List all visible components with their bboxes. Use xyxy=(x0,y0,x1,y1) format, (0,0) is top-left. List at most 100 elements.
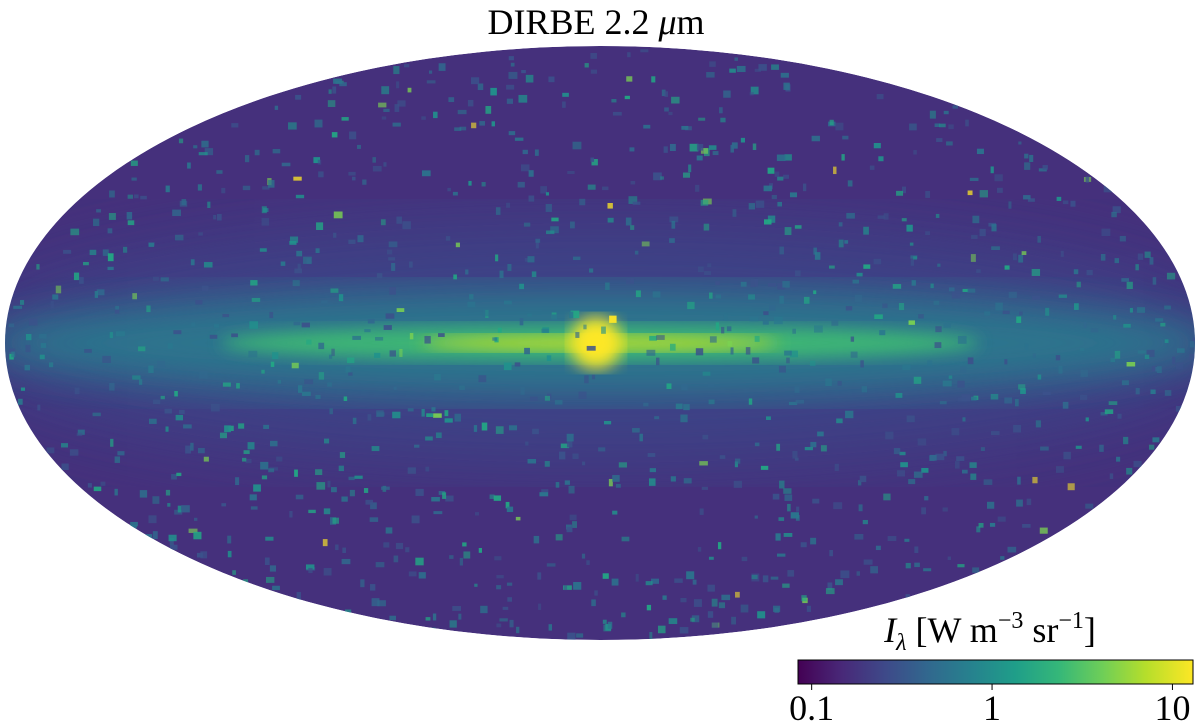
point-source xyxy=(478,375,487,383)
point-source xyxy=(499,618,508,622)
point-source xyxy=(796,506,800,512)
point-source xyxy=(1189,354,1195,360)
point-source xyxy=(901,186,907,194)
point-source xyxy=(654,416,660,420)
point-source xyxy=(193,145,198,149)
point-source xyxy=(579,198,586,206)
point-source xyxy=(266,576,275,583)
point-source xyxy=(244,155,250,163)
point-source xyxy=(634,250,639,255)
point-source xyxy=(969,177,979,181)
point-source xyxy=(669,216,679,223)
point-source xyxy=(935,326,942,333)
point-source xyxy=(854,533,864,540)
point-source xyxy=(979,190,988,198)
point-source xyxy=(972,567,980,573)
point-source xyxy=(452,191,458,196)
point-source xyxy=(197,184,202,191)
point-source xyxy=(528,170,534,177)
point-source xyxy=(943,450,947,457)
point-source xyxy=(348,171,356,176)
point-source xyxy=(449,555,454,559)
point-source xyxy=(572,141,582,150)
point-source xyxy=(175,234,184,241)
point-source xyxy=(612,475,620,482)
point-source xyxy=(146,305,151,313)
point-source xyxy=(929,454,937,461)
point-source xyxy=(405,547,410,553)
point-source xyxy=(1152,437,1160,443)
point-source xyxy=(745,347,751,355)
point-source xyxy=(719,455,726,459)
point-source xyxy=(1079,347,1085,351)
point-source xyxy=(8,323,15,328)
point-source xyxy=(630,225,635,230)
point-source xyxy=(492,337,497,341)
point-source xyxy=(913,256,918,260)
point-source xyxy=(838,222,843,227)
point-source xyxy=(489,494,495,499)
point-source xyxy=(1164,339,1169,343)
point-source xyxy=(892,284,902,289)
point-source xyxy=(709,61,716,67)
point-source xyxy=(917,438,927,446)
point-source xyxy=(177,505,182,513)
point-source xyxy=(409,261,413,268)
point-source xyxy=(774,171,780,177)
point-source xyxy=(1133,460,1142,468)
point-source xyxy=(190,259,195,266)
point-source xyxy=(979,228,986,237)
point-source xyxy=(615,483,621,488)
point-source xyxy=(318,342,325,350)
point-source xyxy=(776,553,786,557)
point-source xyxy=(152,531,158,539)
point-source xyxy=(563,585,568,591)
point-source xyxy=(910,259,915,266)
point-source xyxy=(535,238,541,243)
point-source xyxy=(980,447,985,452)
point-source xyxy=(392,122,401,127)
point-source xyxy=(575,332,580,338)
point-source xyxy=(318,372,325,380)
point-source xyxy=(473,425,478,432)
point-source xyxy=(555,482,560,488)
point-source xyxy=(628,196,638,204)
point-source xyxy=(160,395,165,400)
point-source xyxy=(383,108,390,113)
point-source xyxy=(261,206,267,214)
point-source xyxy=(965,119,969,127)
point-source xyxy=(1000,556,1005,560)
point-source xyxy=(706,72,715,78)
point-source xyxy=(1129,307,1133,313)
point-source xyxy=(927,360,933,367)
point-source xyxy=(506,98,514,104)
point-source xyxy=(1075,445,1082,449)
point-source xyxy=(213,214,217,220)
point-source xyxy=(431,627,436,632)
point-source xyxy=(1002,310,1010,315)
point-source xyxy=(906,415,915,423)
point-source xyxy=(396,81,400,89)
point-source xyxy=(115,331,125,337)
point-source xyxy=(572,256,581,261)
point-source xyxy=(242,457,247,462)
point-source xyxy=(1022,523,1031,528)
point-source xyxy=(109,190,115,198)
point-source xyxy=(809,360,816,366)
label-part: sr xyxy=(1023,610,1058,650)
point-source xyxy=(784,154,792,161)
point-source xyxy=(73,272,80,281)
point-source xyxy=(646,604,652,611)
point-source xyxy=(454,413,461,422)
point-source xyxy=(134,194,139,199)
point-source xyxy=(775,533,781,541)
point-source xyxy=(348,372,353,376)
point-source xyxy=(316,222,324,230)
point-source xyxy=(193,531,202,540)
label-part: [W m xyxy=(906,610,997,650)
point-source xyxy=(778,517,785,521)
point-source xyxy=(449,620,457,628)
point-source xyxy=(933,300,940,305)
point-source xyxy=(176,472,182,477)
point-source xyxy=(506,582,513,586)
